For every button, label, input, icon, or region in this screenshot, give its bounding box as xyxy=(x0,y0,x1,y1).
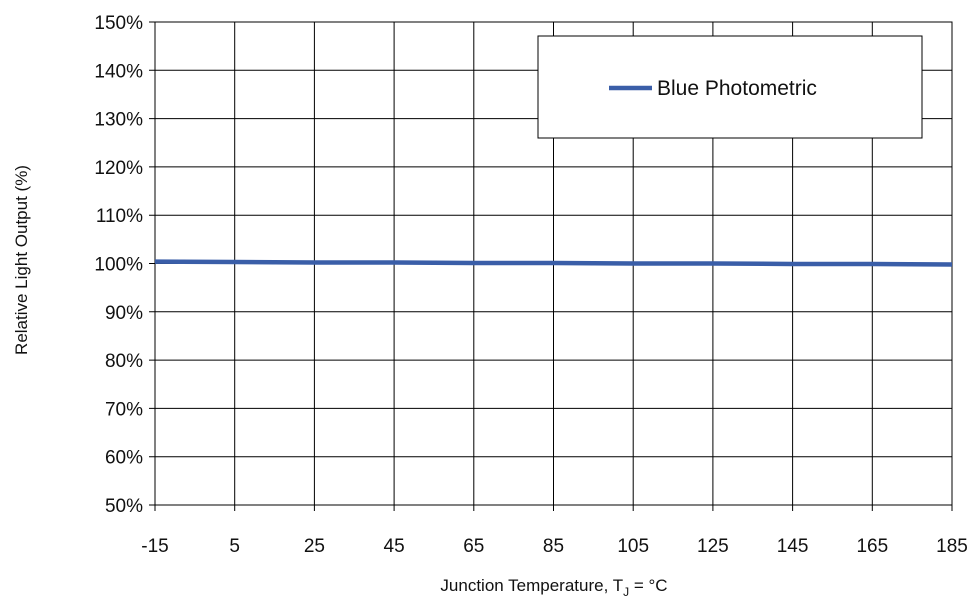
y-tick-label: 70% xyxy=(105,399,143,420)
series-line-blue-photometric xyxy=(154,259,953,267)
x-tick-label: 85 xyxy=(543,536,564,557)
legend: Blue Photometric xyxy=(537,35,923,139)
legend-label-blue-photometric: Blue Photometric xyxy=(657,77,817,100)
y-tick-label: 120% xyxy=(94,158,143,179)
y-tick-labels: 50% 60% 70% 80% 90% 100% 110% 120% 130% 140% 150% xyxy=(94,13,143,517)
y-tick-label: 50% xyxy=(105,496,143,517)
series-lines xyxy=(154,259,953,267)
x-tick-label: 45 xyxy=(384,536,405,557)
x-tick-label: -15 xyxy=(141,536,168,557)
x-tick-label: 185 xyxy=(936,536,968,557)
y-axis-title: Relative Light Output (%) xyxy=(12,165,31,355)
y-tick-label: 110% xyxy=(96,206,143,227)
x-tick-label: 105 xyxy=(617,536,649,557)
y-tick-label: 90% xyxy=(105,303,143,324)
x-axis-title: Junction Temperature, TJ = °C xyxy=(440,576,667,599)
x-axis-title-subscript: J xyxy=(623,585,629,599)
y-tick-label: 100% xyxy=(94,255,143,276)
y-tick-label: 150% xyxy=(94,13,143,34)
x-tick-label: 65 xyxy=(463,536,484,557)
x-axis-title-main: Junction Temperature, T xyxy=(440,576,623,595)
x-tick-labels: -15 5 25 45 65 85 105 125 145 165 185 xyxy=(141,536,968,557)
x-tick-label: 165 xyxy=(856,536,888,557)
y-tick-label: 60% xyxy=(105,448,143,469)
x-tick-label: 145 xyxy=(777,536,809,557)
x-tick-label: 25 xyxy=(304,536,325,557)
x-tick-label: 5 xyxy=(229,536,240,557)
y-tick-label: 80% xyxy=(105,351,143,372)
legend-box xyxy=(537,35,923,139)
x-axis-title-suffix: = °C xyxy=(629,576,667,595)
x-tick-label: 125 xyxy=(697,536,729,557)
y-tick-label: 140% xyxy=(94,61,143,82)
y-tick-label: 130% xyxy=(94,110,143,131)
